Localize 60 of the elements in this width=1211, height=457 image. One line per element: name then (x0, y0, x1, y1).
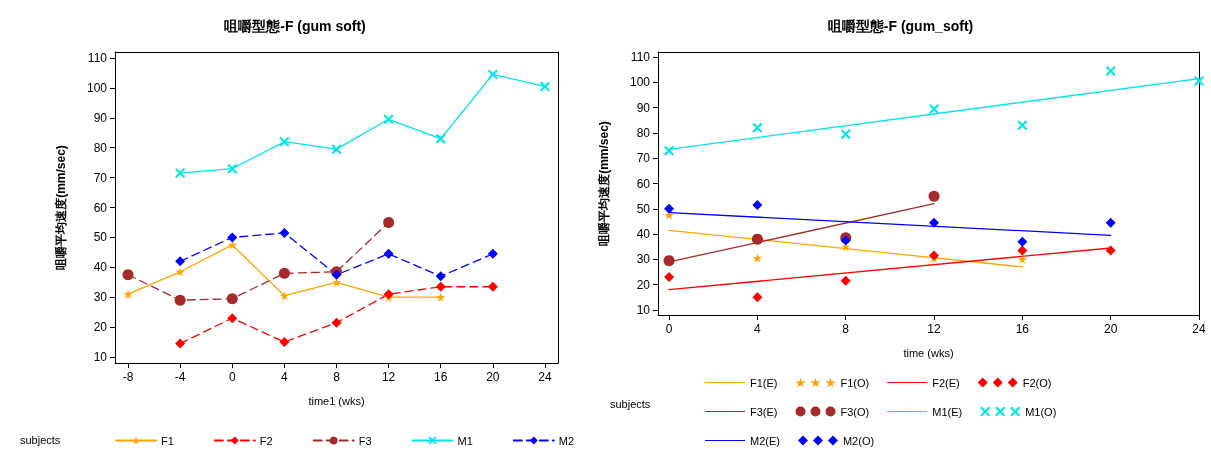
y-tick-label: 90 (636, 100, 651, 115)
legend-title: subjects (20, 433, 61, 446)
chart-title: 咀嚼型態-F (gum_soft) (827, 18, 974, 34)
legend-label: F1 (161, 434, 174, 447)
y-tick-label: 100 (86, 80, 108, 95)
legend-label: F3(E) (750, 405, 778, 418)
x-tick-label: -4 (174, 370, 186, 384)
legend-label: F1(O) (840, 376, 870, 389)
legend-title: subjects (610, 397, 651, 410)
x-tick-label: 16 (434, 370, 448, 384)
x-tick-label: 0 (665, 322, 673, 336)
y-tick-label: 110 (87, 50, 108, 65)
x-tick-label: 0 (228, 370, 236, 384)
x-tick-label: 4 (754, 322, 762, 336)
x-axis-title: time1 (wks) (308, 394, 365, 407)
chart-title: 咀嚼型態-F (gum soft) (224, 18, 366, 34)
y-tick-label: 60 (636, 176, 651, 191)
legend-label: M2 (558, 434, 575, 447)
x-axis-title: time (wks) (903, 346, 954, 359)
legend-label: M2(E) (750, 434, 780, 447)
y-tick-label: 10 (636, 302, 651, 317)
y-tick-label: 40 (93, 260, 108, 275)
x-tick-label: 12 (381, 370, 396, 384)
x-tick-label: 16 (1015, 322, 1030, 336)
y-tick-label: 50 (636, 201, 651, 216)
legend-label: F1(E) (750, 376, 778, 389)
legend-label: M2(O) (842, 434, 875, 447)
legend-label: M1(O) (1025, 405, 1057, 418)
y-tick-label: 10 (93, 350, 108, 365)
x-tick-label: 24 (1192, 322, 1206, 336)
legend-label: F2(O) (1022, 376, 1052, 389)
y-tick-label: 30 (636, 252, 651, 267)
x-tick-label: 24 (538, 370, 552, 384)
y-tick-label: 80 (636, 125, 651, 140)
legend-label: M1 (457, 434, 473, 447)
y-tick-label: 40 (636, 227, 651, 242)
y-tick-label: 70 (636, 151, 651, 166)
x-tick-label: 8 (842, 322, 850, 336)
y-tick-label: 90 (93, 110, 108, 125)
y-tick-label: 60 (93, 200, 108, 215)
x-tick-label: 20 (486, 370, 500, 384)
y-tick-label: 70 (93, 170, 108, 185)
legend-label: F2 (259, 434, 273, 447)
y-axis-title: 咀嚼平均速度(mm/sec) (54, 145, 68, 270)
y-tick-label: 50 (93, 230, 108, 245)
legend-label: F2(E) (932, 376, 960, 389)
legend-label: M1(E) (932, 405, 963, 418)
x-tick-label: 20 (1103, 322, 1118, 336)
x-tick-label: 4 (281, 370, 289, 384)
legend-label: F3(O) (840, 405, 870, 418)
x-tick-label: 12 (927, 322, 942, 336)
y-axis-title: 咀嚼平均速度(mm/sec) (597, 121, 611, 246)
y-tick-label: 30 (93, 290, 108, 305)
y-tick-label: 80 (93, 140, 108, 155)
legend-label: F3 (358, 434, 372, 447)
x-tick-label: 8 (333, 370, 341, 384)
y-tick-label: 20 (636, 277, 651, 292)
x-tick-label: -8 (122, 370, 134, 384)
y-tick-label: 100 (629, 75, 651, 90)
y-tick-label: 110 (630, 50, 651, 65)
